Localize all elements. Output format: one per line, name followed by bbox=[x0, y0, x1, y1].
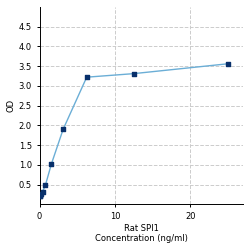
Point bbox=[38, 194, 42, 198]
Point bbox=[44, 183, 48, 187]
X-axis label: Rat SPI1
Concentration (ng/ml): Rat SPI1 Concentration (ng/ml) bbox=[95, 224, 188, 243]
Point bbox=[39, 192, 43, 196]
Point bbox=[132, 72, 136, 76]
Point bbox=[38, 193, 42, 197]
Point bbox=[61, 127, 65, 131]
Point bbox=[226, 62, 230, 66]
Point bbox=[38, 194, 42, 198]
Point bbox=[85, 75, 89, 79]
Point bbox=[50, 162, 54, 166]
Y-axis label: OD: OD bbox=[7, 99, 16, 112]
Point bbox=[40, 190, 44, 194]
